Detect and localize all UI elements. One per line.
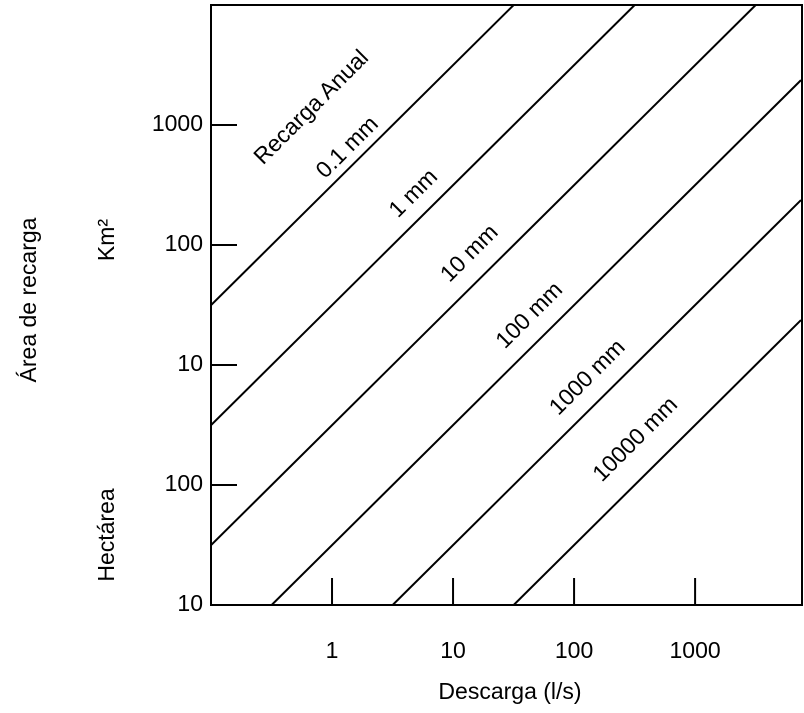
x-tick-label: 10 [440,637,466,663]
line-label: 1 mm [383,163,442,222]
y-tick-label: 10 [177,590,203,616]
line-label: 10 mm [435,219,503,287]
line-label: 1000 mm [544,334,630,420]
x-axis-label: Descarga (l/s) [438,678,581,704]
y-tick-label: 100 [165,470,203,496]
lines-group [211,5,802,605]
x-tick-label: 1 [326,637,339,663]
y-tick-label: 100 [165,230,203,256]
recharge-line [211,5,636,426]
x-tick-label: 100 [555,637,593,663]
y-tick-label: 10 [177,350,203,376]
line-label: 10000 mm [587,391,682,486]
recharge-line [211,5,757,546]
unit-label: Hectárea [93,488,119,582]
unit-label: Km² [93,219,119,262]
y-tick-label: 1000 [152,110,203,136]
recharge-line [270,79,802,605]
recharge-line [512,319,802,605]
plot-frame [210,4,803,606]
recharge-line [391,199,802,605]
y-axis-label: Área de recarga [15,217,41,382]
line-label: 100 mm [490,276,567,353]
recharge-line [211,5,515,306]
x-tick-label: 1000 [670,637,721,663]
